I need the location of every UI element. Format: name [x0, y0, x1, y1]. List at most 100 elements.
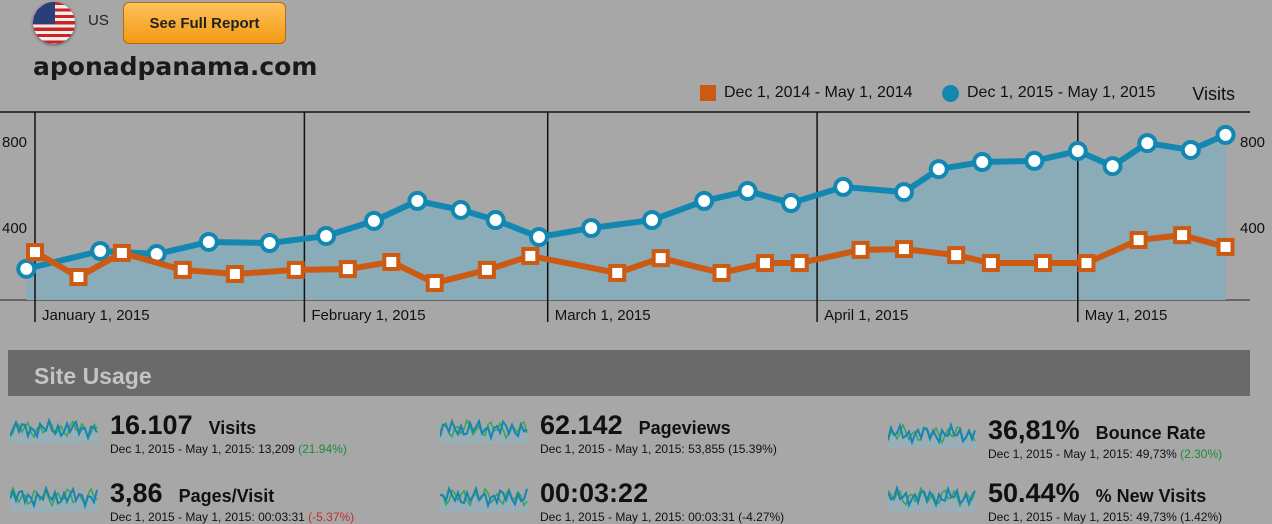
data-point — [894, 182, 914, 203]
data-point — [1024, 150, 1045, 171]
data-point — [737, 181, 758, 202]
stat-change: (15.39%) — [728, 442, 777, 456]
y-tick-label-left: 400 — [2, 220, 27, 237]
data-point — [1137, 133, 1158, 154]
stat-value: 00:03:22 — [540, 478, 649, 508]
data-point — [1102, 156, 1123, 177]
us-flag-icon — [33, 2, 75, 44]
data-point — [1180, 139, 1201, 160]
data-point — [407, 190, 428, 211]
data-point — [928, 159, 949, 180]
data-point — [1129, 231, 1148, 250]
y-tick-label-left: 800 — [2, 134, 27, 151]
stat-name: Pageviews — [638, 418, 731, 438]
sparkline-icon — [888, 421, 976, 449]
data-point — [286, 260, 305, 279]
data-point — [981, 254, 1000, 273]
data-point — [755, 254, 774, 273]
data-point — [198, 231, 219, 252]
data-point — [781, 193, 802, 214]
sparkline-icon — [10, 484, 98, 512]
data-point — [651, 249, 670, 268]
stat-value: 3,86 — [110, 478, 163, 508]
data-point — [363, 210, 384, 231]
stat-pages-visit: 3,86 Pages/Visit Dec 1, 2015 - May 1, 2015… — [10, 478, 354, 524]
data-point — [69, 268, 88, 287]
data-point — [972, 151, 993, 172]
data-point — [694, 190, 715, 211]
metric-label: Visits — [1192, 84, 1235, 104]
stat-bounce-rate: 36,81% Bounce Rate Dec 1, 2015 - May 1, 20… — [888, 415, 1222, 461]
stat-avg-visit-duration: 00:03:22 Dec 1, 2015 - May 1, 2015: 00:03… — [440, 478, 784, 524]
stat-comparison: Dec 1, 2015 - May 1, 2015: 00:03:31 — [110, 510, 309, 524]
stat-visits: 16.107 Visits Dec 1, 2015 - May 1, 2015: 1… — [10, 410, 347, 456]
data-point — [225, 265, 244, 284]
data-point — [316, 225, 337, 246]
legend-label: Dec 1, 2015 - May 1, 2015 — [967, 84, 1156, 101]
stat-value: 62.142 — [540, 410, 623, 440]
data-point — [529, 227, 550, 248]
stat-change: (21.94%) — [298, 442, 347, 456]
sparkline-icon — [888, 484, 976, 512]
data-point — [112, 243, 131, 262]
country-label: US — [88, 12, 109, 29]
stat-comparison: Dec 1, 2015 - May 1, 2015: 13,209 — [110, 442, 299, 456]
stat-comparison: Dec 1, 2015 - May 1, 2015: 53,855 — [540, 442, 729, 456]
series-area-2015 — [26, 134, 1226, 300]
stat-comparison: Dec 1, 2015 - May 1, 2015: 49,73% — [988, 447, 1181, 461]
visits-chart: January 1, 2015 February 1, 2015 March 1, … — [0, 111, 1265, 324]
data-point — [425, 274, 444, 293]
stat-name: Pages/Visit — [178, 486, 275, 506]
data-point — [338, 260, 357, 279]
x-tick-label: March 1, 2015 — [555, 307, 651, 324]
data-point — [521, 246, 540, 265]
legend-item-2015: Dec 1, 2015 - May 1, 2015 — [942, 84, 1156, 102]
stat-change: (1.42%) — [1180, 510, 1223, 524]
x-tick-label: April 1, 2015 — [824, 307, 908, 324]
see-full-report-button[interactable]: See Full Report — [123, 2, 286, 44]
stat-name: Visits — [208, 418, 257, 438]
data-point — [90, 241, 111, 262]
data-point — [712, 263, 731, 282]
stat-change: (-5.37%) — [308, 510, 355, 524]
x-tick-label: February 1, 2015 — [311, 307, 425, 324]
data-point — [1067, 141, 1088, 162]
stat-value: 16.107 — [110, 410, 193, 440]
stat-comparison: Dec 1, 2015 - May 1, 2015: 49,73% — [988, 510, 1181, 524]
data-point — [1173, 226, 1192, 245]
data-point — [382, 252, 401, 271]
data-point — [16, 258, 37, 279]
stat-pageviews: 62.142 Pageviews Dec 1, 2015 - May 1, 2015… — [440, 410, 777, 456]
y-tick-label-right: 400 — [1240, 220, 1265, 237]
data-point — [581, 218, 602, 238]
data-point — [1077, 254, 1096, 273]
circle-marker-icon — [942, 84, 959, 102]
data-point — [947, 246, 966, 265]
data-point — [790, 254, 809, 273]
stat-change: (-4.27%) — [738, 510, 785, 524]
sparkline-icon — [10, 417, 98, 444]
data-point — [1034, 254, 1053, 273]
data-point — [173, 260, 192, 279]
data-point — [450, 199, 471, 220]
stat-name: % New Visits — [1095, 486, 1207, 506]
data-point — [641, 210, 662, 231]
data-point — [259, 233, 280, 254]
domain-title: aponadpanama.com — [33, 52, 318, 81]
stat--new-visits: 50.44% % New Visits Dec 1, 2015 - May 1, 2… — [888, 478, 1222, 524]
data-point — [833, 176, 854, 197]
data-point — [895, 240, 913, 259]
square-marker-icon — [700, 85, 716, 101]
sparkline-icon — [440, 418, 528, 444]
data-point — [477, 260, 496, 279]
stat-comparison: Dec 1, 2015 - May 1, 2015: 00:03:31 — [540, 510, 739, 524]
site-usage-header: Site Usage — [8, 350, 1250, 396]
data-point — [26, 243, 44, 262]
legend-item-2014: Dec 1, 2014 - May 1, 2014 — [700, 84, 913, 102]
stat-value: 50.44% — [988, 478, 1080, 508]
x-tick-label: May 1, 2015 — [1085, 307, 1168, 324]
data-point — [485, 210, 506, 231]
sparkline-icon — [440, 485, 528, 512]
stat-value: 36,81% — [988, 415, 1080, 445]
y-tick-label-right: 800 — [1240, 134, 1265, 151]
